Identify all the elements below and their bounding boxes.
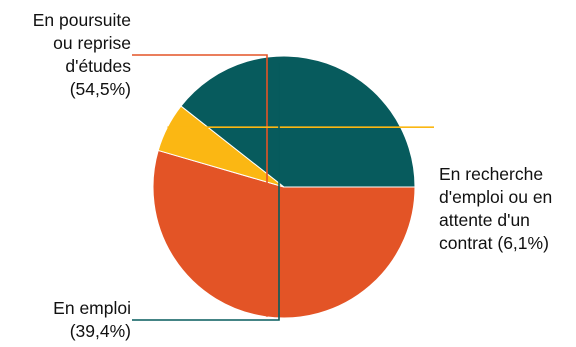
slices <box>152 55 416 319</box>
label-line: En poursuite <box>32 10 131 30</box>
label-line: En emploi <box>53 298 131 318</box>
leader-en-emploi <box>132 63 280 321</box>
label-line: (39,4%) <box>69 321 131 341</box>
label-line: ou reprise <box>53 33 131 53</box>
label-poursuite-etudes: En poursuite ou reprise d'études (54,5%) <box>33 9 131 101</box>
leader-poursuite-etudes <box>132 54 268 317</box>
label-line: d'emploi ou en <box>439 187 553 207</box>
leader-lines <box>132 54 434 321</box>
slice-poursuite-etudes <box>152 149 416 319</box>
label-line: contrat (6,1%) <box>439 233 549 253</box>
label-line: En recherche <box>439 164 544 184</box>
slice-en-emploi <box>180 55 416 188</box>
label-line: d'études <box>65 56 131 76</box>
label-line: (54,5%) <box>69 79 131 99</box>
label-en-emploi: En emploi (39,4%) <box>53 297 131 343</box>
label-recherche-emploi: En recherche d'emploi ou en attente d'un… <box>439 163 552 255</box>
label-line: attente d'un <box>439 210 530 230</box>
